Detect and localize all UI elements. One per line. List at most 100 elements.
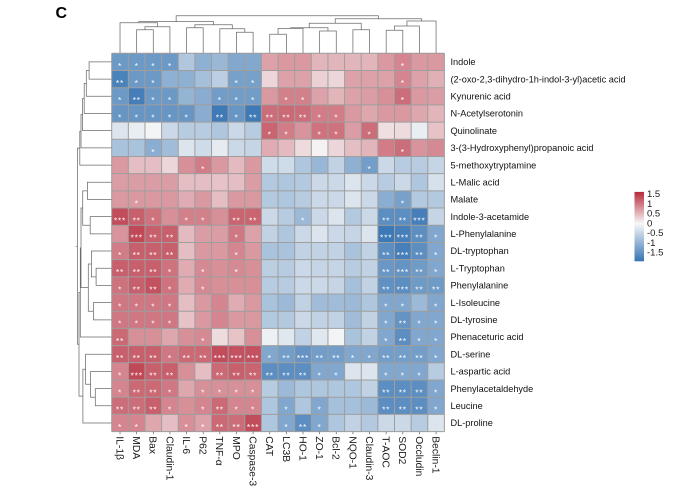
- svg-text:*: *: [334, 370, 338, 380]
- svg-text:**: **: [116, 336, 124, 346]
- svg-text:**: **: [149, 267, 157, 277]
- svg-text:Phenylalanine: Phenylalanine: [451, 281, 509, 291]
- svg-text:*: *: [234, 95, 238, 105]
- svg-text:***: ***: [114, 216, 126, 226]
- svg-text:*: *: [201, 216, 205, 226]
- svg-text:**: **: [332, 353, 340, 363]
- svg-text:*: *: [318, 405, 322, 415]
- svg-text:*: *: [201, 284, 205, 294]
- svg-text:*: *: [367, 130, 371, 140]
- svg-text:**: **: [382, 250, 390, 260]
- svg-text:**: **: [382, 216, 390, 226]
- svg-text:***: ***: [247, 422, 259, 432]
- svg-text:***: ***: [131, 370, 143, 380]
- svg-text:*: *: [135, 319, 139, 329]
- svg-text:*: *: [168, 388, 172, 398]
- svg-text:*: *: [118, 370, 122, 380]
- svg-text:*: *: [151, 319, 155, 329]
- svg-text:**: **: [432, 284, 440, 294]
- svg-text:**: **: [382, 353, 390, 363]
- svg-text:*: *: [185, 216, 189, 226]
- svg-text:**: **: [116, 78, 124, 88]
- svg-text:*: *: [135, 422, 139, 432]
- svg-text:0.5: 0.5: [647, 209, 660, 220]
- svg-text:*: *: [301, 95, 305, 105]
- svg-text:*: *: [201, 405, 205, 415]
- svg-text:**: **: [216, 422, 224, 432]
- svg-text:*: *: [151, 78, 155, 88]
- svg-text:*: *: [168, 319, 172, 329]
- svg-text:*: *: [118, 319, 122, 329]
- svg-text:**: **: [266, 112, 274, 122]
- svg-text:***: ***: [397, 250, 409, 260]
- svg-text:*: *: [118, 250, 122, 260]
- svg-text:**: **: [149, 353, 157, 363]
- svg-text:*: *: [151, 95, 155, 105]
- svg-text:**: **: [399, 216, 407, 226]
- svg-text:**: **: [199, 353, 207, 363]
- svg-text:*: *: [384, 302, 388, 312]
- svg-text:*: *: [118, 112, 122, 122]
- svg-text:*: *: [201, 267, 205, 277]
- svg-text:**: **: [149, 233, 157, 243]
- svg-text:L-Malic acid: L-Malic acid: [451, 178, 500, 188]
- svg-text:**: **: [299, 370, 307, 380]
- svg-text:**: **: [415, 405, 423, 415]
- svg-text:**: **: [282, 353, 290, 363]
- svg-text:*: *: [268, 353, 272, 363]
- svg-text:*: *: [135, 78, 139, 88]
- svg-text:*: *: [135, 198, 139, 208]
- svg-text:DL-proline: DL-proline: [451, 418, 493, 428]
- svg-text:*: *: [367, 164, 371, 174]
- svg-text:Claudin-1: Claudin-1: [163, 436, 174, 480]
- svg-text:*: *: [118, 302, 122, 312]
- svg-text:*: *: [367, 353, 371, 363]
- svg-text:*: *: [185, 112, 189, 122]
- svg-text:***: ***: [214, 353, 226, 363]
- svg-text:-1.5: -1.5: [647, 248, 663, 259]
- svg-text:-0.5: -0.5: [647, 228, 663, 239]
- svg-text:***: ***: [297, 353, 309, 363]
- svg-text:IL-1β: IL-1β: [113, 436, 124, 460]
- svg-text:N-Acetylserotonin: N-Acetylserotonin: [451, 109, 524, 119]
- svg-text:**: **: [149, 370, 157, 380]
- svg-text:*: *: [434, 388, 438, 398]
- svg-text:**: **: [415, 284, 423, 294]
- svg-text:**: **: [415, 353, 423, 363]
- svg-text:**: **: [216, 112, 224, 122]
- svg-text:**: **: [382, 405, 390, 415]
- svg-text:*: *: [168, 112, 172, 122]
- svg-text:*: *: [318, 112, 322, 122]
- svg-text:*: *: [318, 370, 322, 380]
- svg-text:*: *: [118, 388, 122, 398]
- svg-text:P62: P62: [197, 436, 208, 455]
- svg-text:NQO-1: NQO-1: [346, 436, 357, 469]
- svg-text:**: **: [116, 405, 124, 415]
- svg-text:**: **: [415, 250, 423, 260]
- svg-text:**: **: [166, 233, 174, 243]
- svg-text:*: *: [201, 388, 205, 398]
- svg-text:Bax: Bax: [147, 436, 158, 455]
- svg-text:*: *: [434, 267, 438, 277]
- svg-text:**: **: [149, 250, 157, 260]
- svg-text:**: **: [415, 267, 423, 277]
- svg-text:*: *: [434, 336, 438, 346]
- svg-text:*: *: [384, 370, 388, 380]
- svg-text:DL-tryptophan: DL-tryptophan: [451, 246, 509, 256]
- svg-text:*: *: [234, 405, 238, 415]
- svg-text:Caspase-3: Caspase-3: [247, 436, 258, 486]
- svg-text:**: **: [399, 319, 407, 329]
- svg-text:*: *: [185, 422, 189, 432]
- svg-text:SOD2: SOD2: [396, 436, 407, 464]
- svg-text:**: **: [382, 284, 390, 294]
- svg-text:**: **: [315, 353, 323, 363]
- svg-text:*: *: [151, 302, 155, 312]
- svg-text:**: **: [149, 388, 157, 398]
- svg-text:*: *: [318, 422, 322, 432]
- svg-text:***: ***: [397, 284, 409, 294]
- svg-text:*: *: [135, 61, 139, 71]
- svg-text:*: *: [251, 405, 255, 415]
- svg-text:**: **: [415, 233, 423, 243]
- svg-text:**: **: [216, 370, 224, 380]
- svg-text:*: *: [151, 61, 155, 71]
